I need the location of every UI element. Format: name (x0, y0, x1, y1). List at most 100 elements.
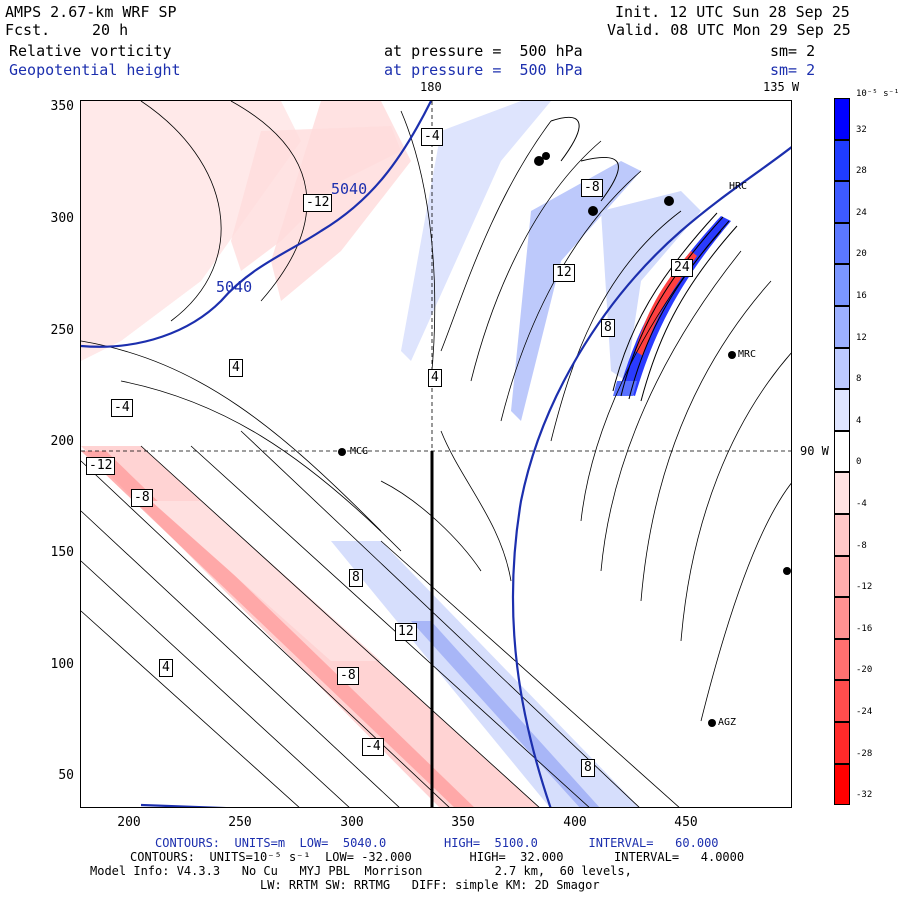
colorbar-label: -32 (856, 790, 873, 801)
footer-physics: LW: RRTM SW: RRTMG DIFF: simple KM: 2D S… (260, 878, 600, 892)
colorbar-label: 28 (856, 166, 867, 177)
footer-contours-vorticity: CONTOURS: UNITS=10⁻⁵ s⁻¹ LOW= -32.000 HI… (130, 850, 745, 864)
colorbar-swatch (834, 264, 850, 306)
colorbar-label: -8 (856, 540, 867, 551)
height-label: 5040 (216, 278, 253, 296)
vorticity-label: -4 (421, 128, 443, 146)
colorbar-label: -20 (856, 665, 873, 676)
y-tick: 300 (50, 211, 74, 226)
colorbar-swatch (834, 680, 850, 722)
colorbar-swatch (834, 472, 850, 514)
field2-name: Geopotential height (9, 61, 181, 79)
field2-level: at pressure = 500 hPa (384, 61, 583, 79)
vorticity-max-negative (635, 251, 697, 356)
vorticity-band-positive (331, 541, 640, 807)
valid-time: Valid. 08 UTC Mon 29 Sep 25 (607, 21, 851, 39)
x-tick: 400 (563, 815, 587, 830)
station-label-mrc: MRC (738, 349, 757, 360)
station-marker-mcg (338, 448, 346, 456)
colorbar-swatch (834, 306, 850, 348)
vorticity-label: -12 (303, 194, 333, 212)
colorbar-label: 0 (856, 457, 862, 468)
vorticity-label: -8 (581, 179, 603, 197)
colorbar-swatch (834, 722, 850, 764)
station-label-hrc: HRC (729, 181, 748, 192)
colorbar-swatch (834, 638, 850, 681)
vorticity-streak-positive (511, 161, 641, 421)
geopotential-height-contours (81, 101, 791, 807)
colorbar-label: 12 (856, 332, 867, 343)
colorbar-unit: 10⁻⁵ s⁻¹ (856, 89, 900, 99)
x-tick: 350 (451, 815, 475, 830)
colorbar-label: -12 (856, 582, 873, 593)
colorbar-swatch (834, 430, 850, 473)
station-marker-edge (783, 567, 791, 575)
vorticity-band-positive (411, 621, 600, 807)
x-tick: 200 (117, 815, 141, 830)
colorbar-swatch (834, 514, 850, 556)
y-tick: 50 (58, 768, 74, 783)
map-canvas (81, 101, 791, 807)
colorbar-swatch (834, 222, 850, 265)
vorticity-label: 24 (671, 259, 693, 277)
footer-contours-height: CONTOURS: UNITS=m LOW= 5040.0 HIGH= 5100… (155, 836, 719, 850)
footer-model-info: Model Info: V4.3.3 No Cu MYJ PBL Morriso… (90, 864, 632, 878)
vorticity-band-negative (151, 501, 381, 661)
station-label-mcg: MCG (350, 446, 369, 457)
colorbar-swatch (834, 347, 850, 390)
colorbar-label: -24 (856, 707, 873, 717)
colorbar-label: 4 (856, 415, 862, 426)
vorticity-max-positive (619, 216, 731, 396)
colorbar-label: 24 (856, 207, 867, 218)
vorticity-dense-contours (550, 116, 738, 402)
station-marker-mrc (728, 351, 736, 359)
x-tick: 300 (340, 815, 364, 830)
vorticity-label: 12 (553, 264, 575, 282)
colorbar-label: 16 (856, 291, 867, 301)
lon-label-180: 180 (420, 80, 442, 94)
forecast-hour: 20 h (92, 21, 129, 39)
vorticity-label: -8 (131, 489, 153, 507)
colorbar-swatch (834, 98, 850, 140)
vorticity-label: -4 (111, 399, 133, 417)
y-tick: 100 (50, 657, 74, 672)
colorbar-swatch (834, 389, 850, 431)
forecast-label: Fcst. (5, 21, 51, 39)
vorticity-label: 8 (601, 319, 615, 337)
colorbar-label: 20 (856, 249, 867, 260)
lat-label-90w: 90 W (800, 444, 829, 458)
vorticity-center-marker (534, 156, 544, 166)
y-tick: 250 (50, 323, 74, 338)
vorticity-center-marker (542, 152, 550, 160)
height-label: 5040 (331, 180, 368, 198)
x-tick: 250 (228, 815, 252, 830)
field1-name: Relative vorticity (9, 42, 172, 60)
vorticity-streak-positive (601, 191, 701, 381)
colorbar-label: -16 (856, 623, 873, 634)
colorbar-swatch (834, 763, 850, 806)
vorticity-label: 4 (159, 659, 173, 677)
vorticity-label: 8 (581, 759, 595, 777)
y-tick: 350 (50, 99, 74, 114)
colorbar-label: 8 (856, 374, 862, 385)
vorticity-label: -8 (337, 667, 359, 685)
field1-level: at pressure = 500 hPa (384, 42, 583, 60)
station-label-agz: AGZ (718, 717, 737, 728)
x-tick: 450 (674, 815, 698, 830)
lon-label-135w: 135 W (763, 80, 800, 94)
graticule (81, 101, 791, 452)
colorbar-swatch (834, 139, 850, 182)
map-plot[interactable]: MCG HRC MRC AGZ 5040 5040 .vl { position… (80, 100, 792, 808)
vorticity-center-marker (588, 206, 598, 216)
vorticity-contours (81, 101, 791, 807)
colorbar-swatch (834, 597, 850, 639)
y-tick: 200 (50, 434, 74, 449)
vorticity-label: 12 (395, 623, 417, 641)
vorticity-patch-negative (81, 101, 301, 361)
y-tick: 150 (50, 545, 74, 560)
colorbar-label: -28 (856, 748, 873, 759)
field2-smoothing: sm= 2 (770, 61, 816, 79)
init-time: Init. 12 UTC Sun 28 Sep 25 (615, 3, 850, 21)
model-title: AMPS 2.67-km WRF SP (5, 3, 177, 21)
field1-smoothing: sm= 2 (770, 42, 816, 60)
